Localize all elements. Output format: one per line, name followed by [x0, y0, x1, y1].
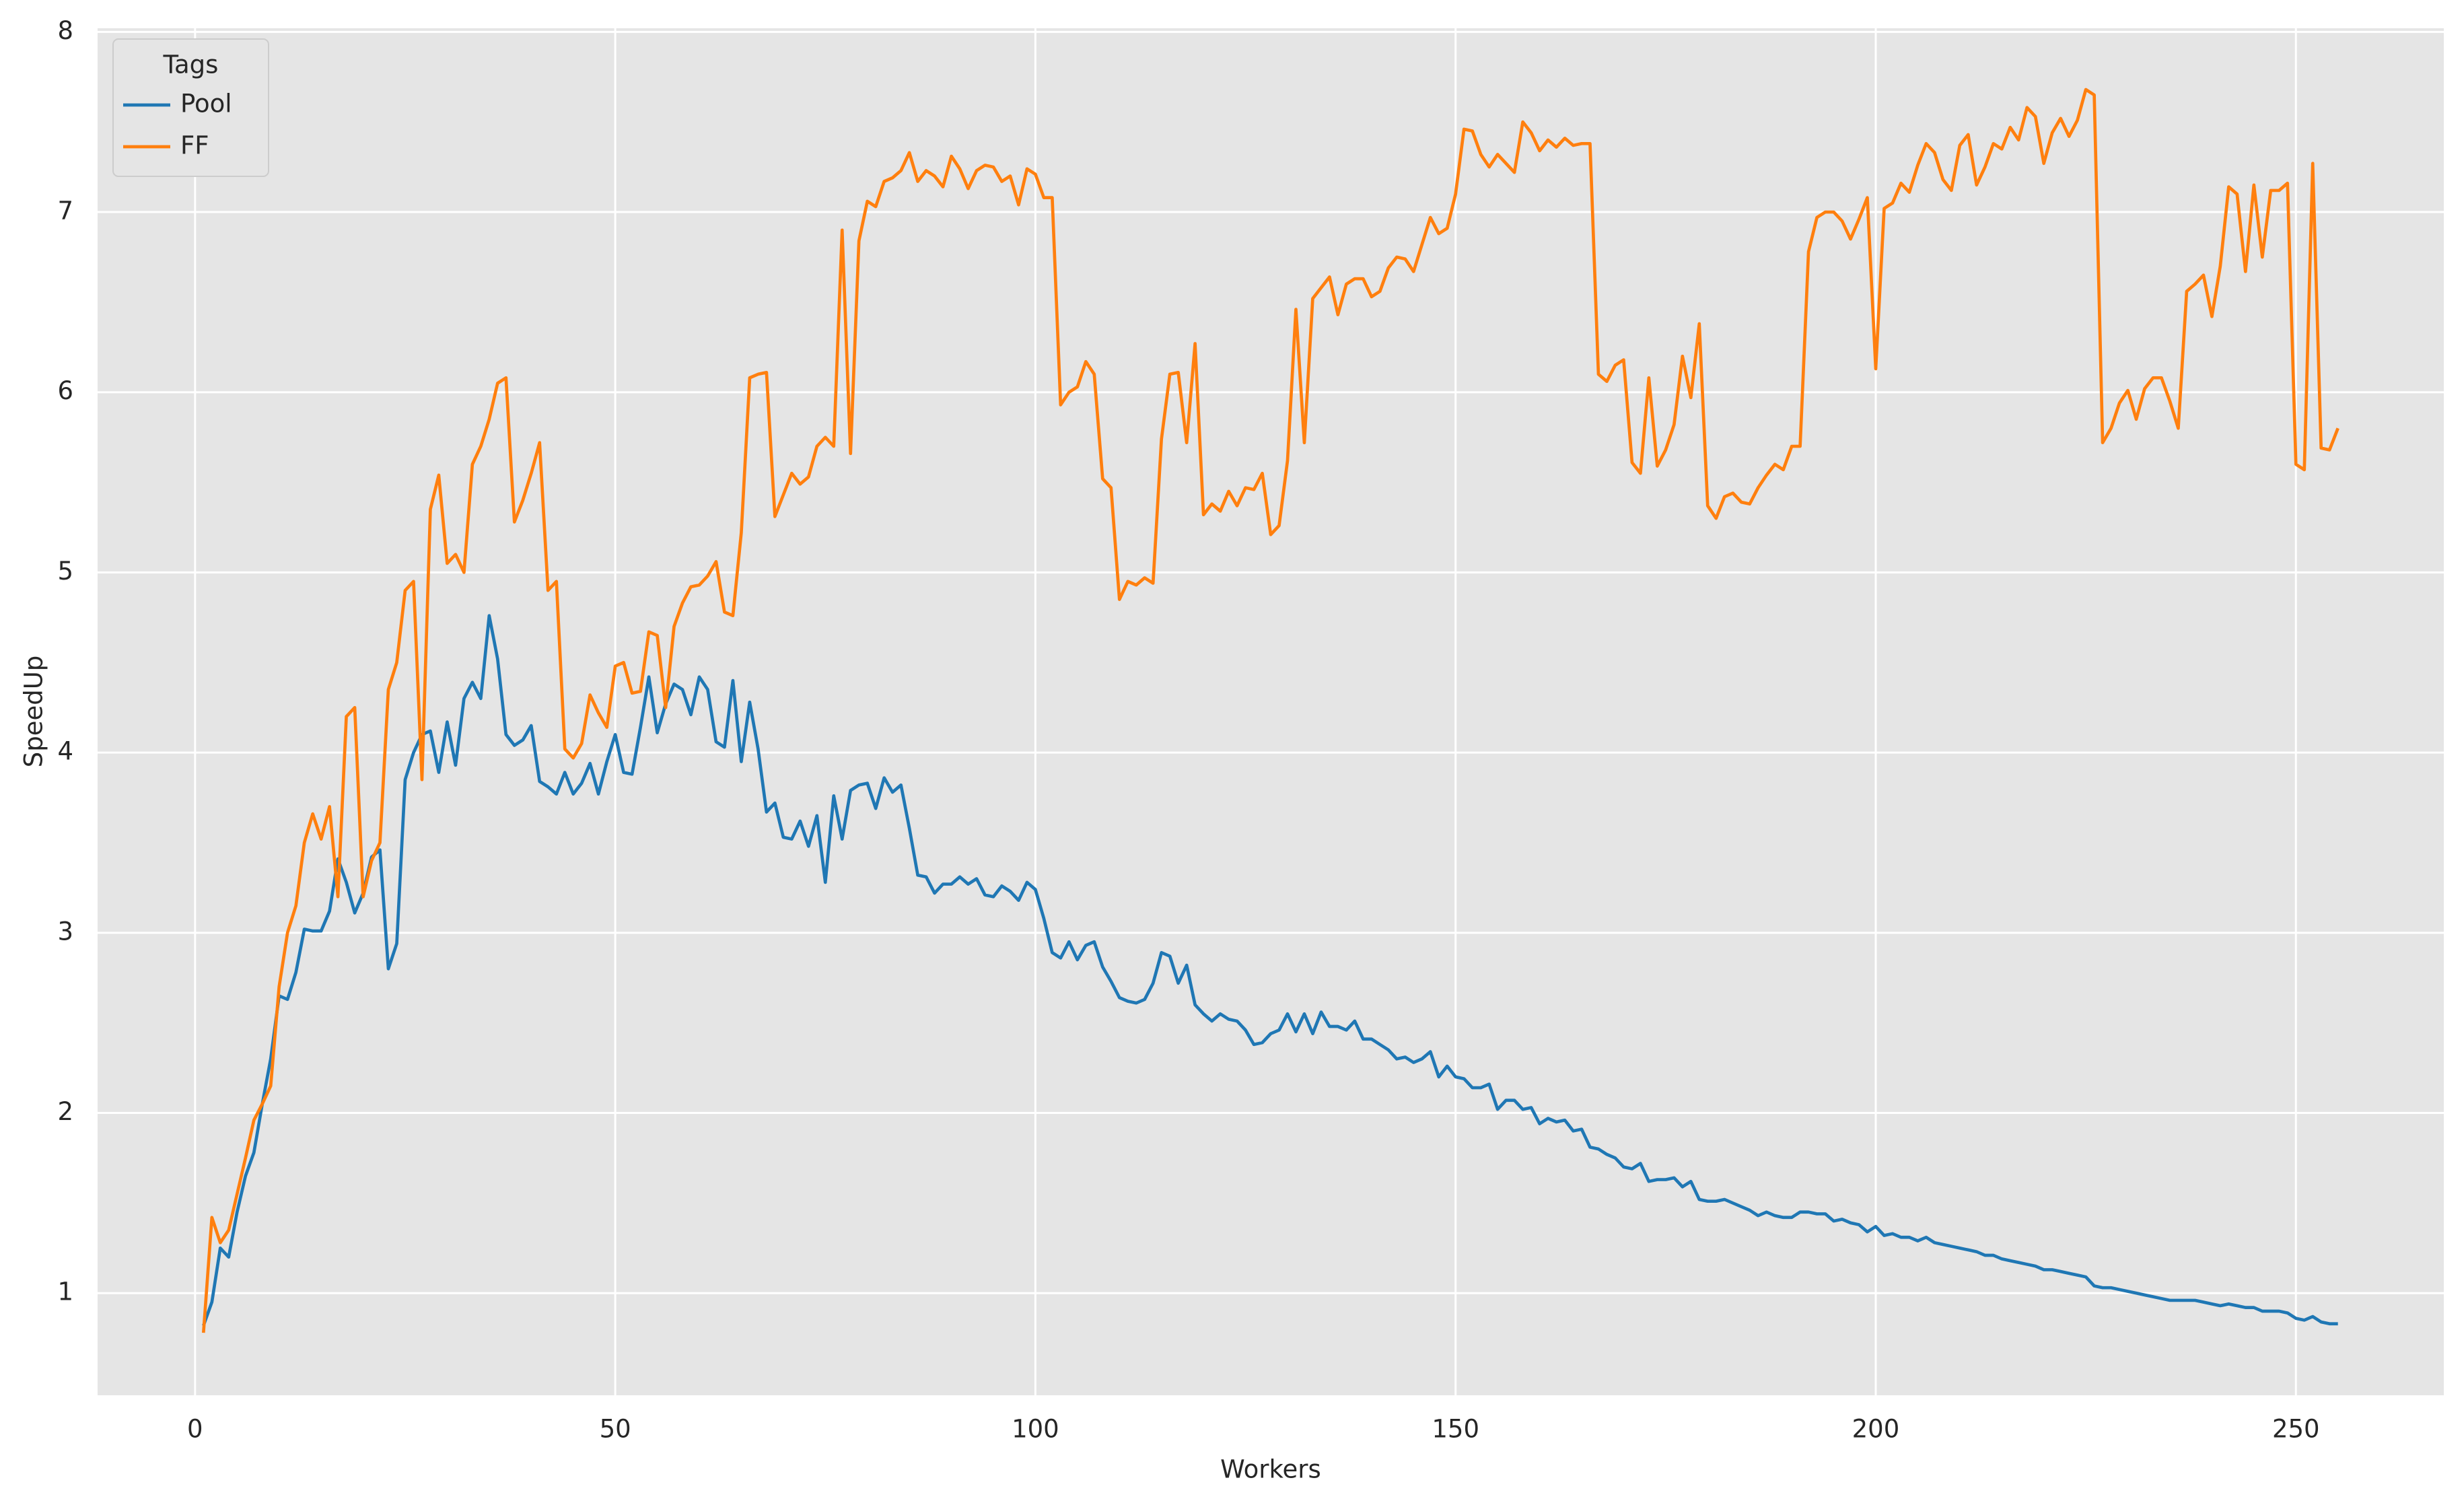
y-tick-label: 5: [57, 557, 73, 586]
x-tick-label: 50: [600, 1415, 631, 1444]
y-tick-label: 8: [57, 16, 73, 45]
x-tick-label: 200: [1852, 1415, 1900, 1444]
legend-label: FF: [180, 131, 209, 160]
y-axis-label: SpeedUp: [20, 656, 48, 768]
plot-area: [98, 28, 2444, 1395]
x-tick-label: 100: [1012, 1415, 1059, 1444]
y-tick-label: 1: [57, 1278, 73, 1306]
legend-box: [112, 38, 269, 177]
legend-label: Pool: [180, 90, 232, 118]
y-tick-label: 6: [57, 376, 73, 405]
legend-title: Tags: [163, 50, 219, 79]
x-tick-label: 150: [1432, 1415, 1479, 1444]
y-tick-label: 3: [57, 917, 73, 946]
x-axis-label: Workers: [1220, 1455, 1321, 1484]
y-tick-label: 4: [57, 737, 73, 766]
y-tick-label: 7: [57, 197, 73, 225]
x-tick-label: 250: [2272, 1415, 2320, 1444]
line-series: [202, 614, 2338, 1327]
y-tick-label: 2: [57, 1097, 73, 1126]
line-series: [201, 88, 2339, 1333]
x-tick-label: 0: [187, 1415, 203, 1444]
